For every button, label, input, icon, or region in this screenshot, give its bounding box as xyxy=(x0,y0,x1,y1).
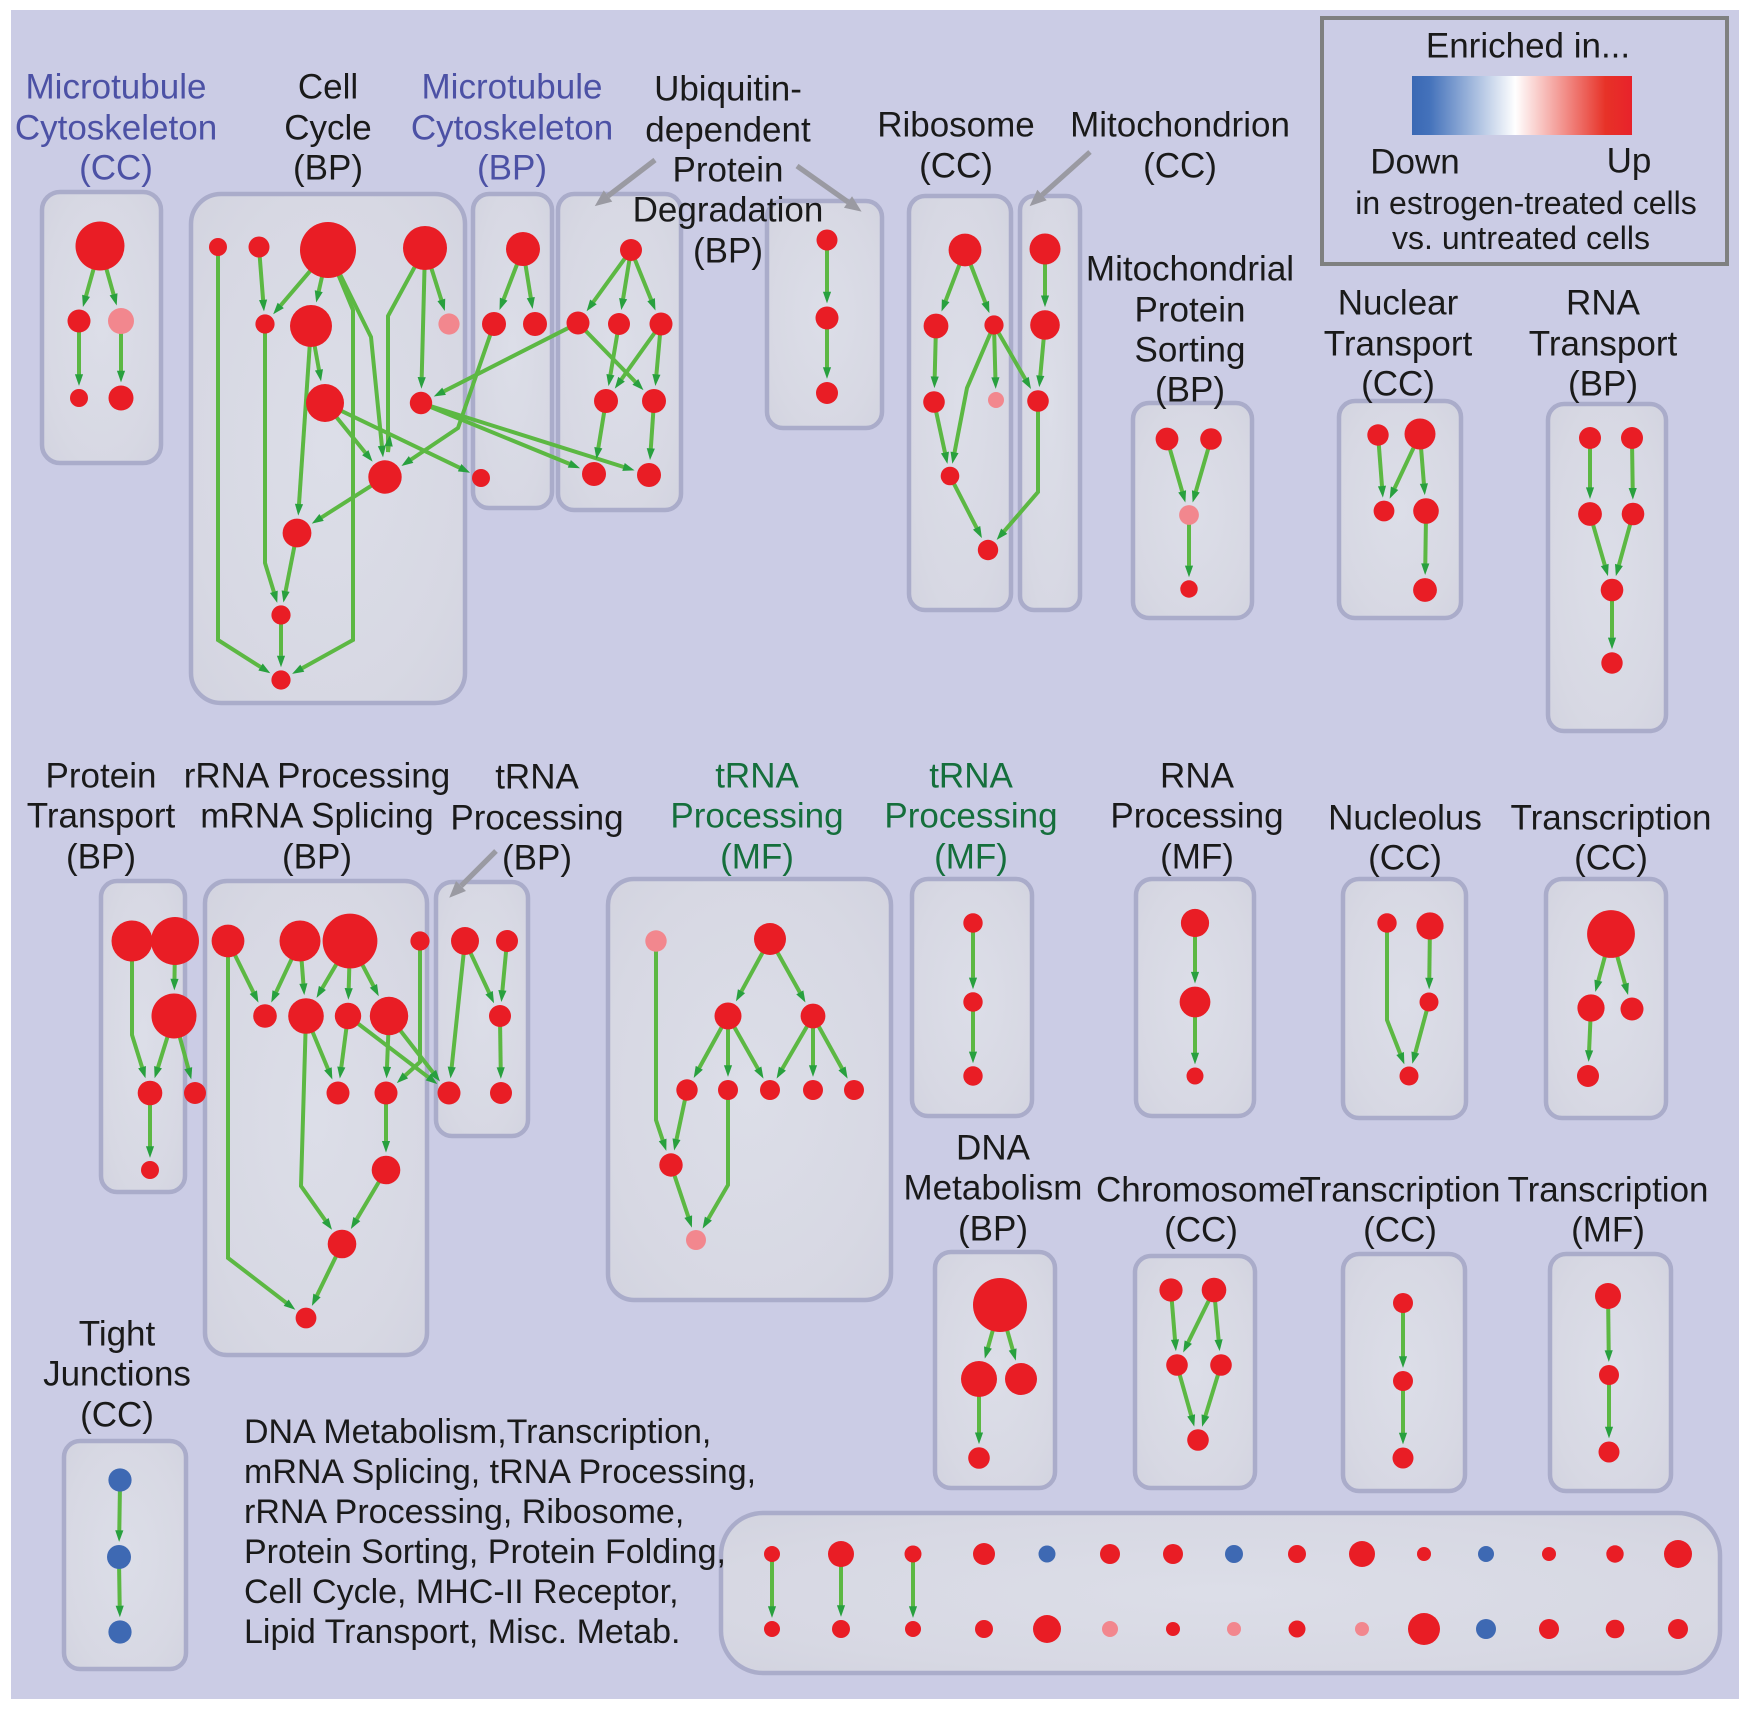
svg-text:RNA: RNA xyxy=(1160,757,1235,796)
svg-text:Processing: Processing xyxy=(450,799,623,838)
svg-text:Protein: Protein xyxy=(46,757,157,796)
svg-text:tRNA: tRNA xyxy=(495,758,579,797)
svg-text:(BP): (BP) xyxy=(958,1210,1028,1249)
svg-text:Cell Cycle, MHC-II Receptor,: Cell Cycle, MHC-II Receptor, xyxy=(244,1573,679,1611)
svg-text:Cell: Cell xyxy=(298,68,358,107)
svg-text:(BP): (BP) xyxy=(282,838,352,877)
svg-text:Ubiquitin-: Ubiquitin- xyxy=(654,70,802,109)
svg-text:in estrogen-treated cells: in estrogen-treated cells xyxy=(1355,185,1697,221)
svg-text:Sorting: Sorting xyxy=(1135,331,1246,370)
svg-text:Microtubule: Microtubule xyxy=(26,68,207,107)
svg-text:(BP): (BP) xyxy=(1155,371,1225,410)
svg-text:Transcription: Transcription xyxy=(1511,799,1712,838)
svg-text:Transport: Transport xyxy=(1324,325,1473,364)
svg-text:(BP): (BP) xyxy=(66,838,136,877)
svg-text:Transport: Transport xyxy=(1529,325,1678,364)
svg-text:Cytoskeleton: Cytoskeleton xyxy=(15,109,217,148)
svg-text:Metabolism: Metabolism xyxy=(904,1169,1083,1208)
svg-text:mRNA Splicing: mRNA Splicing xyxy=(200,797,433,836)
svg-text:(CC): (CC) xyxy=(1143,147,1217,186)
svg-text:Protein: Protein xyxy=(673,151,784,190)
svg-text:rRNA Processing: rRNA Processing xyxy=(184,757,450,796)
svg-text:Microtubule: Microtubule xyxy=(422,68,603,107)
svg-text:tRNA: tRNA xyxy=(715,757,799,796)
svg-text:DNA: DNA xyxy=(956,1129,1031,1168)
svg-text:Protein Sorting, Protein Foldi: Protein Sorting, Protein Folding, xyxy=(244,1533,726,1571)
svg-text:Up: Up xyxy=(1607,142,1652,181)
svg-text:vs. untreated cells: vs. untreated cells xyxy=(1392,220,1650,256)
svg-text:mRNA Splicing, tRNA Processing: mRNA Splicing, tRNA Processing, xyxy=(244,1453,756,1491)
svg-text:Mitochondrion: Mitochondrion xyxy=(1070,106,1290,145)
svg-text:(MF): (MF) xyxy=(720,838,794,877)
svg-text:Down: Down xyxy=(1370,143,1459,182)
svg-text:(CC): (CC) xyxy=(1574,839,1648,878)
svg-text:Degradation: Degradation xyxy=(633,191,824,230)
svg-text:Mitochondrial: Mitochondrial xyxy=(1086,250,1294,289)
svg-text:(CC): (CC) xyxy=(1363,1211,1437,1250)
svg-text:Cycle: Cycle xyxy=(284,109,372,148)
svg-text:(BP): (BP) xyxy=(293,149,363,188)
svg-text:Processing: Processing xyxy=(884,797,1057,836)
svg-text:Nuclear: Nuclear xyxy=(1338,284,1459,323)
svg-text:Nucleolus: Nucleolus xyxy=(1328,799,1482,838)
svg-text:Processing: Processing xyxy=(670,797,843,836)
svg-text:Processing: Processing xyxy=(1110,797,1283,836)
svg-text:(CC): (CC) xyxy=(1368,839,1442,878)
svg-text:tRNA: tRNA xyxy=(929,757,1013,796)
svg-text:dependent: dependent xyxy=(645,111,811,150)
svg-text:Cytoskeleton: Cytoskeleton xyxy=(411,109,613,148)
svg-text:Tight: Tight xyxy=(79,1315,156,1354)
svg-text:RNA: RNA xyxy=(1566,284,1641,323)
svg-text:Junctions: Junctions xyxy=(43,1355,191,1394)
svg-text:(BP): (BP) xyxy=(502,839,572,878)
svg-text:(BP): (BP) xyxy=(693,232,763,271)
svg-text:(MF): (MF) xyxy=(1571,1211,1645,1250)
svg-text:DNA Metabolism,Transcription,: DNA Metabolism,Transcription, xyxy=(244,1413,711,1451)
svg-text:(CC): (CC) xyxy=(80,1396,154,1435)
svg-text:Lipid Transport, Misc. Metab.: Lipid Transport, Misc. Metab. xyxy=(244,1613,681,1651)
svg-text:(BP): (BP) xyxy=(1568,365,1638,404)
svg-text:(BP): (BP) xyxy=(477,149,547,188)
svg-text:(MF): (MF) xyxy=(1160,838,1234,877)
svg-text:rRNA Processing, Ribosome,: rRNA Processing, Ribosome, xyxy=(244,1493,684,1531)
svg-text:Transcription: Transcription xyxy=(1300,1171,1501,1210)
svg-text:Transcription: Transcription xyxy=(1508,1171,1709,1210)
svg-text:Chromosome: Chromosome xyxy=(1096,1171,1306,1210)
svg-text:(CC): (CC) xyxy=(79,149,153,188)
svg-text:(CC): (CC) xyxy=(919,147,993,186)
svg-text:Protein: Protein xyxy=(1135,291,1246,330)
svg-text:(CC): (CC) xyxy=(1361,365,1435,404)
svg-text:Enriched in...: Enriched in... xyxy=(1426,27,1630,66)
svg-text:Transport: Transport xyxy=(27,797,176,836)
svg-text:(CC): (CC) xyxy=(1164,1211,1238,1250)
svg-text:(MF): (MF) xyxy=(934,838,1008,877)
svg-text:Ribosome: Ribosome xyxy=(877,106,1035,145)
